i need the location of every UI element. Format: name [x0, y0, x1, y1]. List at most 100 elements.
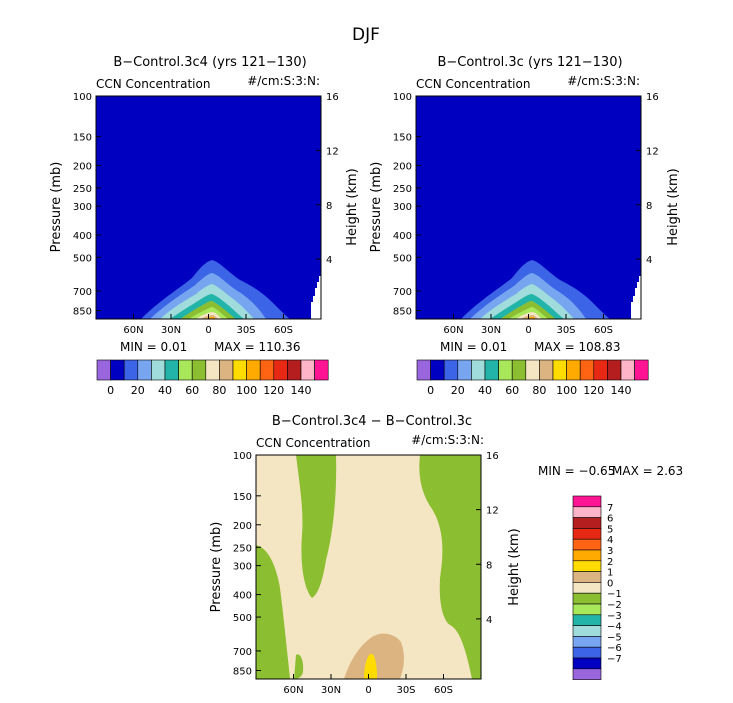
colorbar-swatch [164, 359, 179, 381]
panel-3-positive-region-2 [364, 653, 377, 679]
colorbar-label: 40 [478, 384, 492, 397]
panel-1-min: MIN = 0.01 [120, 340, 187, 354]
x-tick-label: 0 [205, 325, 211, 336]
x-tick-label: 30N [321, 685, 341, 696]
colorbar-swatch [572, 603, 602, 616]
colorbar-label: −2 [607, 600, 622, 611]
y-tick-label: 850 [233, 666, 252, 677]
x-tick-label: 30S [236, 325, 255, 336]
x-tick-label: 30N [161, 325, 181, 336]
panel-2-y2label: Height (km) [666, 168, 681, 245]
panel-1-y-axis: 100 150 200 250 300 400 500 700 850 [73, 92, 101, 318]
x-tick-label: 30N [481, 325, 501, 336]
colorbar-swatch [443, 359, 459, 381]
panel-2: B−Control.3c (yrs 121−130) CCN Concentra… [369, 55, 681, 397]
colorbar-label: 2 [607, 557, 613, 568]
y-tick-label: 300 [393, 202, 412, 213]
panel-2-x-axis: 60N 30N 0 30S 60S [443, 314, 613, 336]
colorbar-swatch [572, 614, 602, 626]
colorbar-swatch [205, 359, 220, 381]
x-tick-label: 60N [443, 325, 463, 336]
colorbar-label: 0 [607, 578, 613, 589]
y-tick-label: 100 [393, 92, 412, 103]
panel-1-ylabel: Pressure (mb) [49, 162, 64, 253]
colorbar-swatch [151, 359, 166, 381]
colorbar-label: −3 [607, 611, 622, 622]
colorbar-label: 60 [505, 384, 519, 397]
panel-3-y2label: Height (km) [507, 528, 522, 605]
y-tick-label: 250 [233, 543, 252, 554]
y2-tick-label: 4 [486, 615, 492, 626]
y-tick-label: 100 [73, 92, 92, 103]
panel-2-colorbar: 0 20 40 60 80 100 120 140 [416, 359, 649, 397]
y-tick-label: 700 [393, 287, 412, 298]
colorbar-label: 100 [556, 384, 577, 397]
y-tick-label: 150 [393, 133, 412, 144]
y-tick-label: 200 [233, 521, 252, 532]
panel-2-min: MIN = 0.01 [440, 340, 507, 354]
y-tick-label: 250 [393, 184, 412, 195]
y2-tick-label: 4 [646, 255, 652, 266]
colorbar-label: 120 [263, 384, 284, 397]
colorbar-label: 80 [212, 384, 226, 397]
colorbar-swatch [572, 538, 602, 551]
y-tick-label: 500 [73, 253, 92, 264]
panel-3-right-label: #/cm:S:3:N: [411, 433, 484, 447]
x-tick-label: 60S [594, 325, 613, 336]
colorbar-swatch [572, 517, 602, 529]
panel-1-y2-axis: 16 12 8 4 [316, 92, 339, 266]
panel-3-negative-region-small [294, 654, 304, 679]
panel-1-missing-data [311, 276, 321, 319]
colorbar-label: 100 [236, 384, 257, 397]
panel-3-negative-region-left [256, 545, 290, 679]
colorbar-swatch [579, 359, 595, 381]
colorbar-swatch [572, 582, 602, 594]
colorbar-swatch [498, 359, 513, 381]
panel-2-ylabel: Pressure (mb) [369, 162, 384, 253]
panel-1-left-label: CCN Concentration [96, 77, 210, 91]
colorbar-label: 3 [607, 546, 613, 557]
panel-3-y-axis: 100 150 200 250 300 400 500 700 850 [233, 451, 261, 677]
x-tick-label: 60N [283, 685, 303, 696]
panel-3-negative-region-right [419, 455, 481, 679]
panel-3-min: MIN = −0.65 [538, 464, 615, 478]
panel-1-max: MAX = 110.36 [214, 340, 300, 354]
suptitle: DJF [352, 25, 380, 45]
y-tick-label: 250 [73, 184, 92, 195]
colorbar-swatch [572, 506, 602, 518]
colorbar-swatch [607, 359, 622, 381]
x-tick-label: 60N [123, 325, 143, 336]
colorbar-swatch [96, 359, 111, 381]
panel-3-title: B−Control.3c4 − B−Control.3c [272, 414, 472, 429]
colorbar-label: −4 [607, 622, 622, 633]
colorbar-swatch [232, 359, 247, 381]
colorbar-swatch [572, 495, 602, 508]
panel-2-right-label: #/cm:S:3:N: [567, 74, 640, 88]
colorbar-swatch [572, 646, 602, 659]
y-tick-label: 150 [233, 492, 252, 503]
y-tick-label: 300 [233, 562, 252, 573]
colorbar-swatch [219, 359, 234, 381]
colorbar-swatch [552, 359, 567, 381]
y2-tick-label: 16 [646, 92, 659, 103]
panel-2-missing-data [631, 276, 641, 319]
x-tick-label: 30S [396, 685, 415, 696]
panel-2-y2-axis: 16 12 8 4 [636, 92, 659, 266]
colorbar-swatch [620, 359, 635, 381]
colorbar-label: 60 [185, 384, 199, 397]
y-tick-label: 700 [73, 287, 92, 298]
colorbar-swatch [416, 359, 431, 381]
colorbar-swatch [137, 359, 152, 381]
colorbar-swatch [123, 359, 139, 381]
colorbar-swatch [430, 359, 445, 381]
panel-1-right-label: #/cm:S:3:N: [247, 74, 320, 88]
colorbar-swatch [471, 359, 486, 381]
x-tick-label: 0 [365, 685, 371, 696]
y2-tick-label: 16 [486, 451, 499, 462]
colorbar-swatch [593, 359, 608, 381]
colorbar-label: 40 [158, 384, 172, 397]
colorbar-swatch [566, 359, 581, 381]
panel-1: B−Control.3c4 (yrs 121−130) CCN Concentr… [49, 55, 360, 397]
y-tick-label: 150 [73, 133, 92, 144]
